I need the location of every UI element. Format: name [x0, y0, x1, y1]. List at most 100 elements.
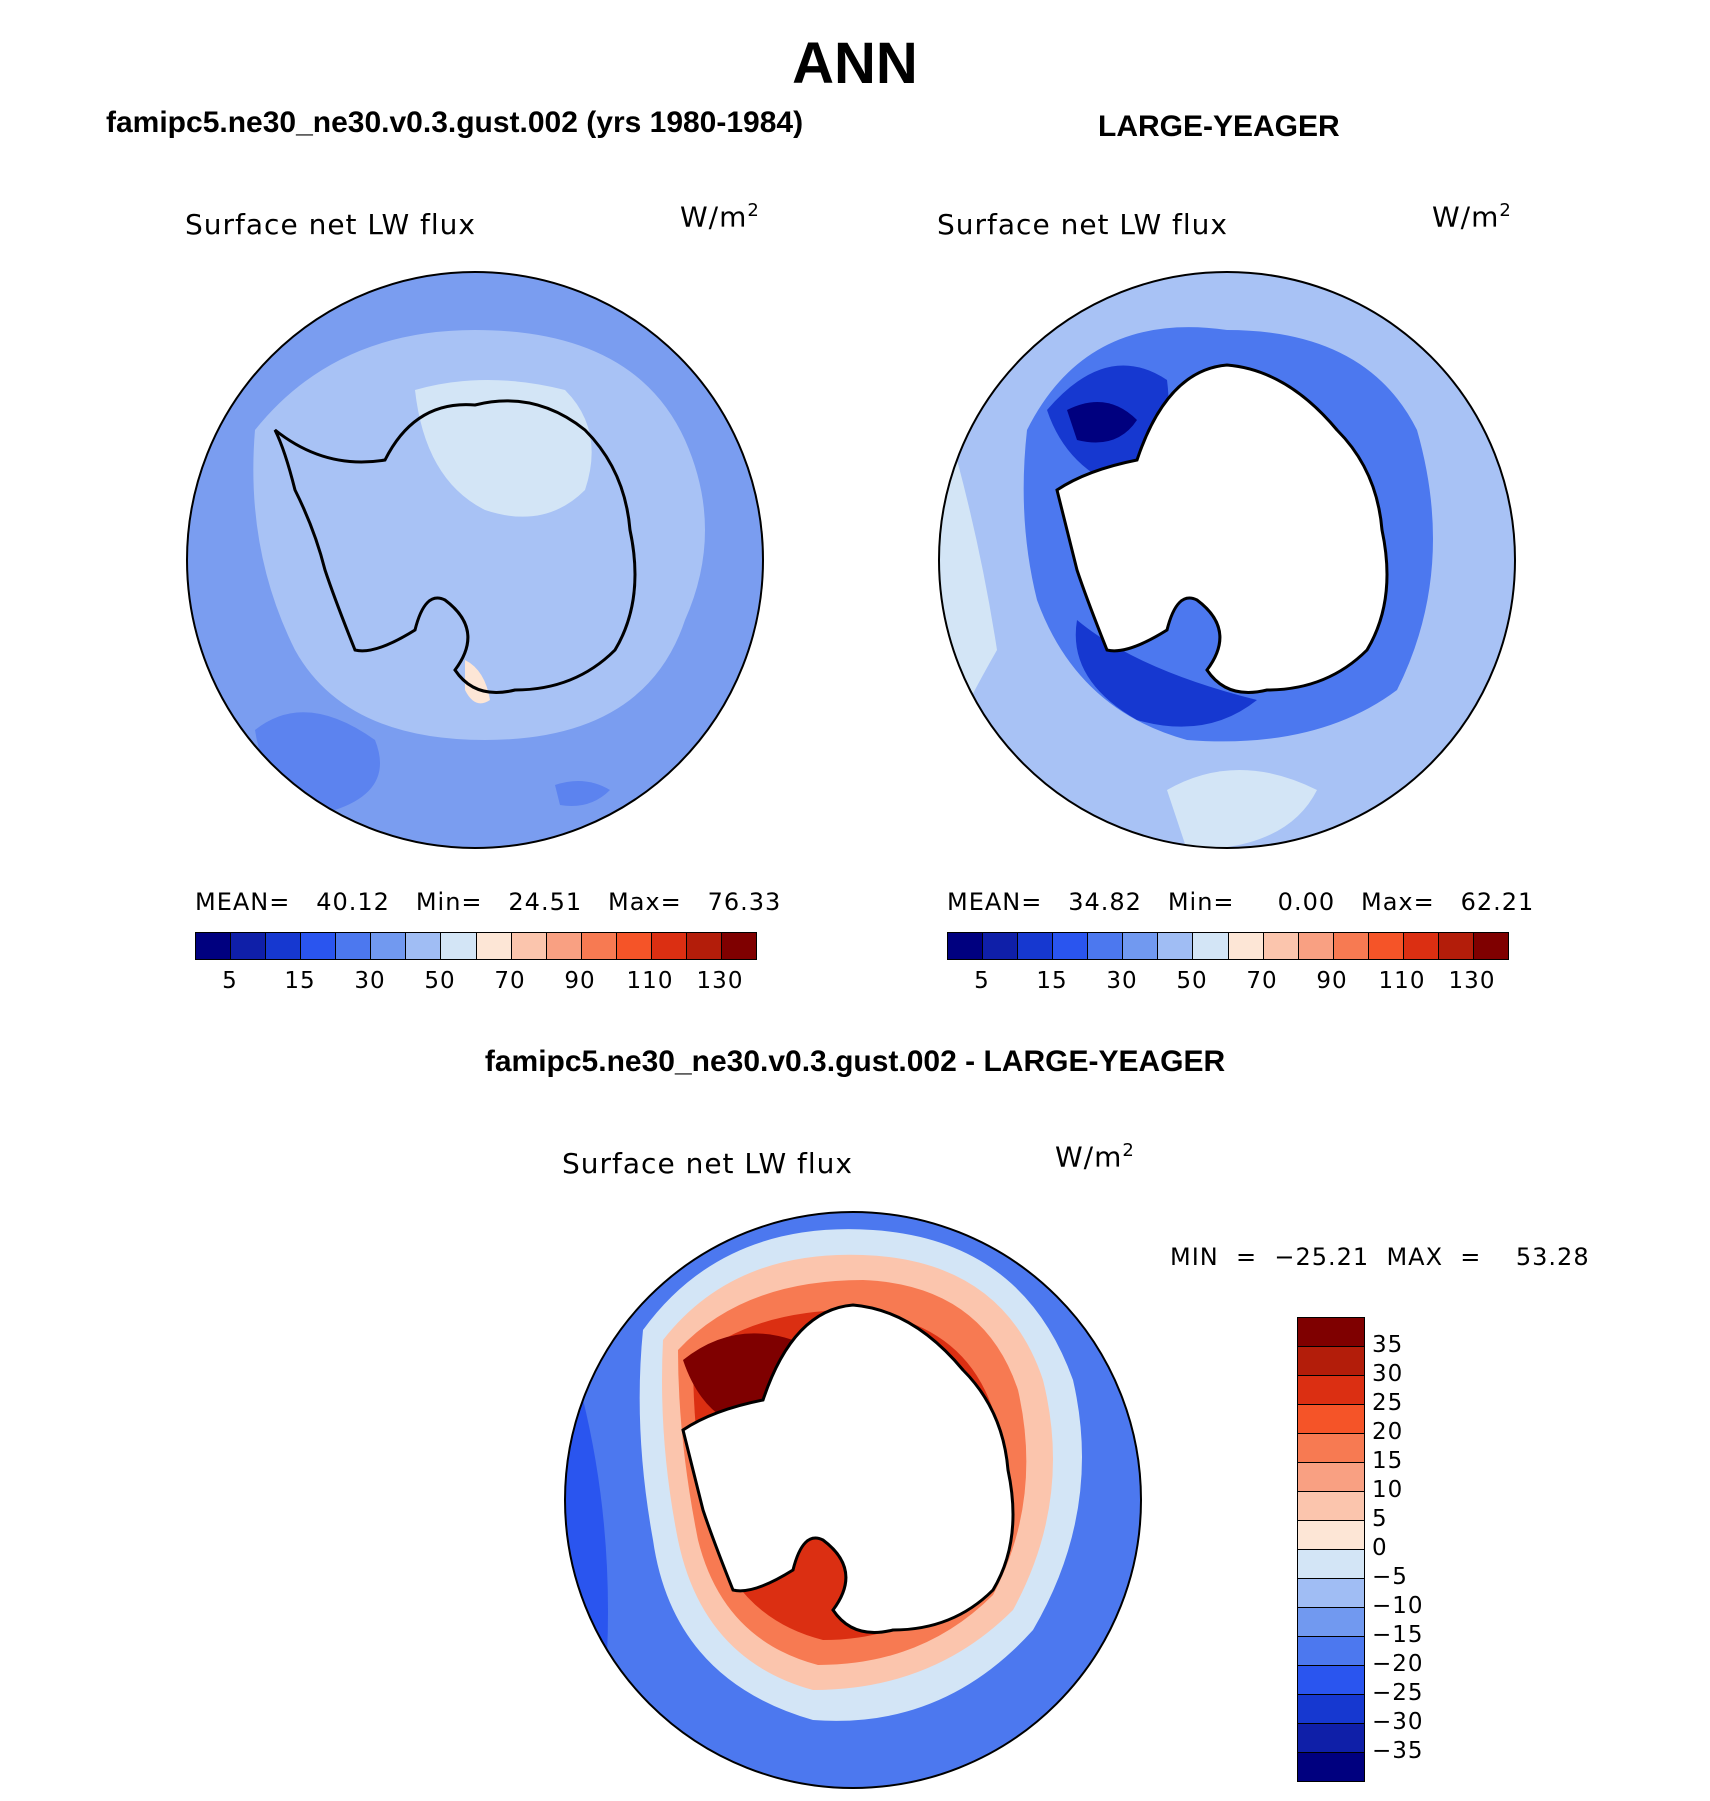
colorbar-swatch [1298, 1376, 1364, 1405]
colorbar-swatch [441, 933, 477, 959]
colorbar-tick-label: 90 [564, 968, 596, 994]
colorbar-swatch [1158, 933, 1194, 959]
colorbar-swatch [1298, 1492, 1364, 1521]
colorbar-swatch [1298, 1347, 1364, 1376]
panel2-stats: MEAN= 34.82 Min= 0.00 Max= 62.21 [947, 888, 1535, 916]
panel2-colorbar [947, 932, 1509, 960]
colorbar-tick-label: 15 [284, 968, 316, 994]
panel2-title: LARGE-YEAGER [1098, 110, 1340, 143]
panel1-colorbar [195, 932, 757, 960]
panel1-title: famipc5.ne30_ne30.v0.3.gust.002 (yrs 198… [106, 106, 804, 139]
colorbar-tick-label: 0 [1372, 1535, 1388, 1561]
panel1-units: W/m2 [680, 200, 760, 234]
colorbar-swatch [371, 933, 407, 959]
colorbar-swatch [1298, 1724, 1364, 1753]
colorbar-tick-label: 130 [1448, 968, 1496, 994]
main-title: ANN [792, 31, 918, 96]
diff-colorbar-labels: 35 30 25 20 15 10 5 0 −5 −10 −15 −20 −25 −30 −35 [1372, 1317, 1452, 1787]
colorbar-swatch [651, 933, 687, 959]
colorbar-tick-label: 20 [1372, 1419, 1404, 1445]
colorbar-swatch [546, 933, 582, 959]
colorbar-tick-label: 30 [1372, 1361, 1404, 1387]
colorbar-tick-label: 25 [1372, 1390, 1404, 1416]
colorbar-swatch [1368, 933, 1404, 959]
diff-minmax: MIN = −25.21 MAX = 53.28 [1170, 1243, 1590, 1271]
colorbar-swatch [1123, 933, 1159, 959]
diff-variable: Surface net LW flux [562, 1147, 853, 1180]
colorbar-tick-label: 5 [974, 968, 990, 994]
colorbar-swatch [1403, 933, 1439, 959]
colorbar-swatch [336, 933, 372, 959]
colorbar-tick-label: −30 [1372, 1709, 1424, 1735]
colorbar-swatch [1298, 1463, 1364, 1492]
panel2-colorbar-labels: 5 15 30 50 70 90 110 130 [947, 968, 1507, 998]
colorbar-tick-label: 70 [1246, 968, 1278, 994]
panel2-units: W/m2 [1432, 200, 1512, 234]
colorbar-tick-label: 15 [1372, 1448, 1404, 1474]
colorbar-tick-label: 50 [1176, 968, 1208, 994]
colorbar-swatch [1298, 1695, 1364, 1724]
colorbar-swatch [266, 933, 302, 959]
colorbar-swatch [1298, 1521, 1364, 1550]
colorbar-swatch [301, 933, 337, 959]
diff-map [564, 1211, 1142, 1789]
colorbar-swatch [1298, 1405, 1364, 1434]
colorbar-tick-label: 30 [1106, 968, 1138, 994]
colorbar-swatch [406, 933, 442, 959]
colorbar-tick-label: 5 [222, 968, 238, 994]
colorbar-tick-label: 30 [354, 968, 386, 994]
colorbar-tick-label: 90 [1316, 968, 1348, 994]
panel1-map [186, 271, 764, 849]
colorbar-swatch [1298, 1637, 1364, 1666]
colorbar-swatch [1298, 933, 1334, 959]
colorbar-tick-label: −5 [1372, 1564, 1408, 1590]
panel1-stats: MEAN= 40.12 Min= 24.51 Max= 76.33 [195, 888, 782, 916]
panel2-variable: Surface net LW flux [937, 208, 1228, 241]
colorbar-swatch [1473, 933, 1508, 959]
colorbar-swatch [1438, 933, 1474, 959]
colorbar-swatch [1298, 1666, 1364, 1695]
panel2-map [938, 271, 1516, 849]
colorbar-swatch [1263, 933, 1299, 959]
colorbar-swatch [1018, 933, 1054, 959]
colorbar-swatch [1333, 933, 1369, 959]
colorbar-swatch [686, 933, 722, 959]
colorbar-swatch [581, 933, 617, 959]
colorbar-swatch [1193, 933, 1229, 959]
colorbar-tick-label: 35 [1372, 1332, 1404, 1358]
colorbar-swatch [231, 933, 267, 959]
diff-units: W/m2 [1055, 1140, 1135, 1174]
colorbar-tick-label: 10 [1372, 1477, 1404, 1503]
colorbar-tick-label: 110 [626, 968, 674, 994]
colorbar-tick-label: 5 [1372, 1506, 1388, 1532]
colorbar-swatch [1088, 933, 1124, 959]
colorbar-tick-label: −25 [1372, 1680, 1424, 1706]
colorbar-swatch [1298, 1550, 1364, 1579]
colorbar-swatch [1053, 933, 1089, 959]
colorbar-tick-label: −35 [1372, 1738, 1424, 1764]
colorbar-swatch [616, 933, 652, 959]
colorbar-tick-label: 70 [494, 968, 526, 994]
colorbar-tick-label: −10 [1372, 1593, 1424, 1619]
colorbar-swatch [196, 933, 232, 959]
colorbar-swatch [948, 933, 984, 959]
colorbar-swatch [476, 933, 512, 959]
colorbar-swatch [1298, 1434, 1364, 1463]
colorbar-swatch [721, 933, 756, 959]
colorbar-tick-label: 130 [696, 968, 744, 994]
colorbar-tick-label: 15 [1036, 968, 1068, 994]
panel1-colorbar-labels: 5 15 30 50 70 90 110 130 [195, 968, 755, 998]
colorbar-tick-label: 110 [1378, 968, 1426, 994]
diff-title: famipc5.ne30_ne30.v0.3.gust.002 - LARGE-… [484, 1045, 1226, 1078]
colorbar-swatch [1298, 1753, 1364, 1781]
colorbar-swatch [1298, 1318, 1364, 1347]
colorbar-swatch [1298, 1579, 1364, 1608]
colorbar-tick-label: 50 [424, 968, 456, 994]
colorbar-swatch [983, 933, 1019, 959]
colorbar-tick-label: −15 [1372, 1622, 1424, 1648]
panel1-variable: Surface net LW flux [185, 208, 476, 241]
colorbar-tick-label: −20 [1372, 1651, 1424, 1677]
colorbar-swatch [1298, 1608, 1364, 1637]
diff-colorbar [1297, 1317, 1365, 1782]
colorbar-swatch [1228, 933, 1264, 959]
